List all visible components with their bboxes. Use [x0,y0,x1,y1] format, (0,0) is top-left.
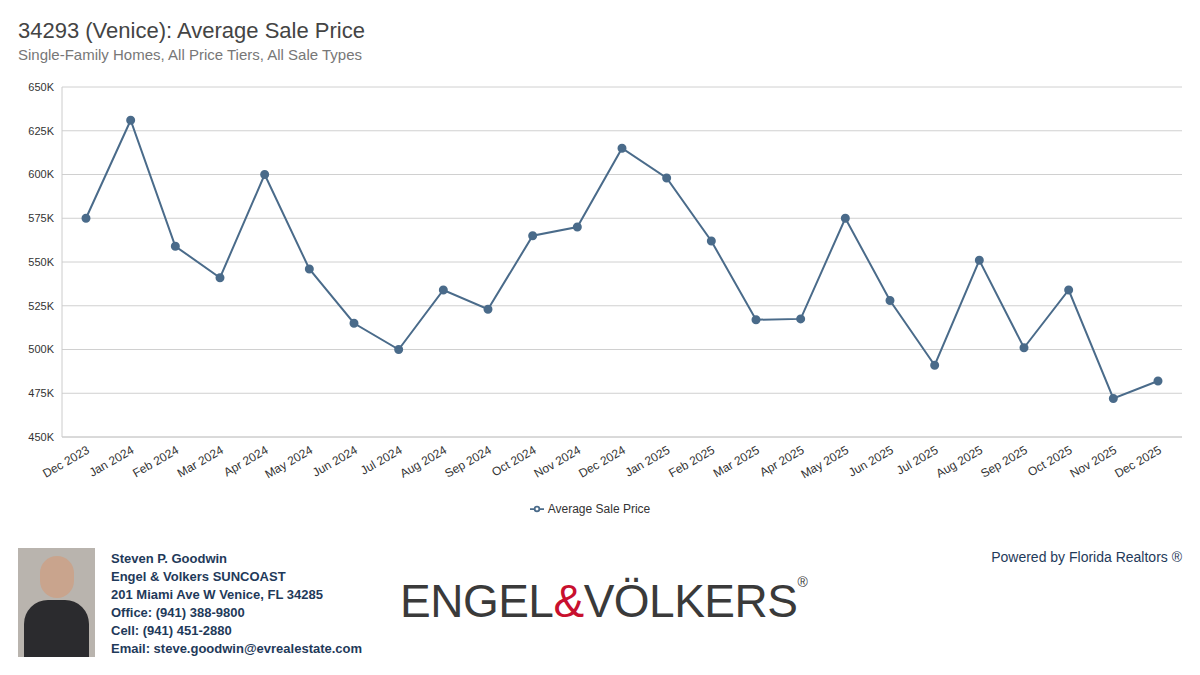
svg-text:600K: 600K [28,168,54,180]
svg-text:Feb 2024: Feb 2024 [130,443,181,481]
svg-text:Apr 2025: Apr 2025 [757,443,806,480]
svg-text:Apr 2024: Apr 2024 [221,443,270,480]
svg-text:Sep 2025: Sep 2025 [978,443,1030,481]
html-text:Engel & Volkers SUNCOAST: Engel & Volkers SUNCOAST [111,569,286,584]
svg-text:625K: 625K [28,125,54,137]
svg-text:Mar 2025: Mar 2025 [711,443,762,481]
svg-text:650K: 650K [28,81,54,93]
html-text:Powered by Florida Realtors ®: Powered by Florida Realtors ® [991,549,1182,565]
svg-text:525K: 525K [28,300,54,312]
html-text:Steven P. Goodwin: Steven P. Goodwin [111,551,228,566]
svg-text:Oct 2024: Oct 2024 [489,443,538,480]
svg-text:Mar 2024: Mar 2024 [175,443,226,481]
html-text:Cell: (941) 451-2880: Cell: (941) 451-2880 [111,623,232,638]
svg-text:Oct 2025: Oct 2025 [1025,443,1074,480]
svg-text:Sep 2024: Sep 2024 [442,443,494,481]
svg-text:475K: 475K [28,387,54,399]
html-text:Single-Family Homes, All Price: Single-Family Homes, All Price Tiers, Al… [18,46,362,63]
svg-text:May 2024: May 2024 [262,443,315,482]
svg-text:Dec 2024: Dec 2024 [576,443,628,481]
svg-text:Feb 2025: Feb 2025 [666,443,717,481]
svg-text:Jan 2025: Jan 2025 [623,443,673,480]
svg-text:Dec 2025: Dec 2025 [1112,443,1164,481]
svg-text:Jun 2024: Jun 2024 [310,443,360,480]
html-text:Office: (941) 388-9800: Office: (941) 388-9800 [111,605,245,620]
svg-text:Nov 2024: Nov 2024 [532,443,584,481]
svg-text:Jan 2024: Jan 2024 [87,443,137,480]
html-text:Average Sale Price: Average Sale Price [547,502,651,516]
svg-text:575K: 575K [28,212,54,224]
html-text:ENGEL & VÖLKERS: ENGEL & VÖLKERS [400,575,798,627]
html-text:34293 (Venice): Average Sale P: 34293 (Venice): Average Sale Price [18,18,365,43]
html-text:Email: steve.goodwin@evrealest: Email: steve.goodwin@evrealestate.com [111,641,363,656]
svg-text:Aug 2025: Aug 2025 [934,443,986,481]
svg-text:Dec 2023: Dec 2023 [40,443,92,481]
svg-text:550K: 550K [28,256,54,268]
svg-text:Aug 2024: Aug 2024 [398,443,450,481]
svg-text:May 2025: May 2025 [798,443,851,482]
svg-text:Jul 2025: Jul 2025 [894,443,941,478]
svg-text:450K: 450K [28,431,54,443]
svg-text:Jun 2025: Jun 2025 [846,443,896,480]
svg-text:Nov 2025: Nov 2025 [1068,443,1120,481]
svg-text:Jul 2024: Jul 2024 [358,443,405,478]
svg-text:500K: 500K [28,343,54,355]
html-text:201 Miami Ave W Venice, FL 342: 201 Miami Ave W Venice, FL 34285 [111,587,323,602]
